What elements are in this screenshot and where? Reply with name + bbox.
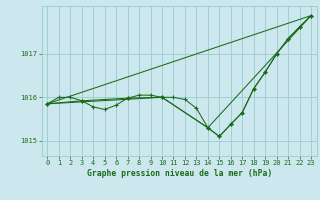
- X-axis label: Graphe pression niveau de la mer (hPa): Graphe pression niveau de la mer (hPa): [87, 169, 272, 178]
